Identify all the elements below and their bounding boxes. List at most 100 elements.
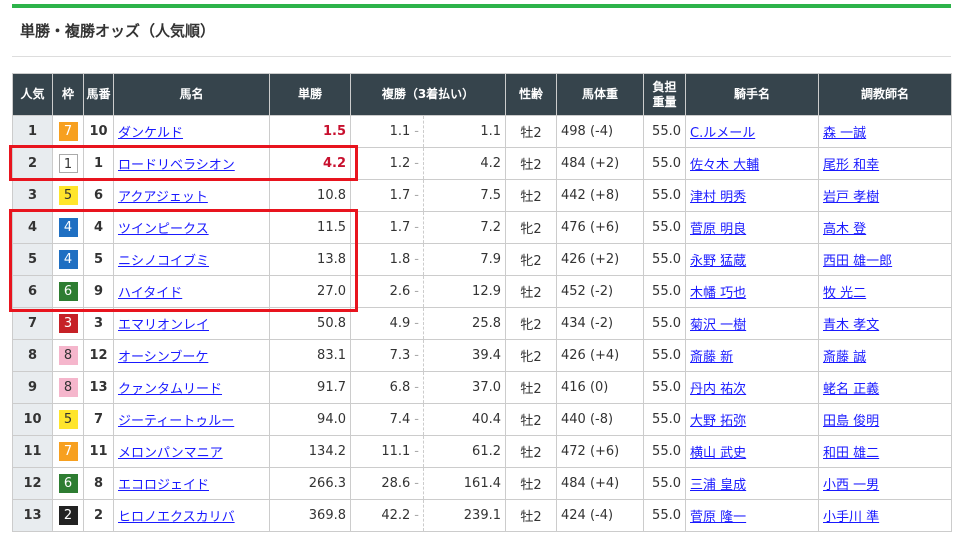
horse-name-link[interactable]: ハイタイド bbox=[118, 286, 183, 301]
jockey-link[interactable]: 丹内 祐次 bbox=[690, 382, 747, 397]
horse-number-cell: 10 bbox=[83, 115, 114, 148]
jockey-link[interactable]: 菅原 明良 bbox=[690, 222, 747, 237]
horse-name-link[interactable]: ダンケルド bbox=[118, 126, 184, 141]
header-burden: 負担重量 bbox=[643, 73, 686, 116]
trainer-link[interactable]: 小手川 準 bbox=[823, 510, 880, 525]
place-min-cell: 6.8- bbox=[350, 371, 424, 404]
jockey-link[interactable]: 津村 明秀 bbox=[690, 190, 747, 205]
horse-number-cell: 8 bbox=[83, 467, 114, 500]
horse-name-link[interactable]: ツインピークス bbox=[118, 222, 209, 237]
trainer-link[interactable]: 高木 登 bbox=[823, 222, 867, 237]
horse-name-cell: エマリオンレイ bbox=[113, 307, 270, 340]
jockey-cell: 菅原 隆一 bbox=[685, 499, 819, 532]
table-row: 8 8 12 オーシンブーケ 83.1 7.3- 39.4 牝2 426 (+4… bbox=[12, 339, 952, 372]
place-max-cell: 39.4 bbox=[423, 339, 506, 372]
trainer-link[interactable]: 森 一誠 bbox=[823, 126, 867, 141]
popularity-cell: 12 bbox=[12, 467, 53, 500]
waku-cell: 6 bbox=[52, 275, 84, 308]
trainer-link[interactable]: 斎藤 誠 bbox=[823, 350, 867, 365]
horse-name-link[interactable]: メロンパンマニア bbox=[118, 446, 223, 461]
place-min-cell: 28.6- bbox=[350, 467, 424, 500]
header-jockey: 騎手名 bbox=[685, 73, 819, 116]
range-dash: - bbox=[414, 348, 419, 363]
trainer-link[interactable]: 西田 雄一郎 bbox=[823, 254, 893, 269]
jockey-link[interactable]: 永野 猛蔵 bbox=[690, 254, 747, 269]
win-odds-cell: 11.5 bbox=[269, 211, 351, 244]
popularity-cell: 9 bbox=[12, 371, 53, 404]
popularity-cell: 4 bbox=[12, 211, 53, 244]
waku-badge: 6 bbox=[58, 474, 78, 493]
place-max-cell: 239.1 bbox=[423, 499, 506, 532]
horse-number-cell: 7 bbox=[83, 403, 114, 436]
trainer-link[interactable]: 牧 光二 bbox=[823, 286, 867, 301]
horse-name-link[interactable]: オーシンブーケ bbox=[118, 350, 209, 365]
header-place: 複勝（3着払い） bbox=[350, 73, 506, 116]
place-min-cell: 7.4- bbox=[350, 403, 424, 436]
header-waku: 枠 bbox=[52, 73, 84, 116]
top-accent-bar bbox=[12, 4, 951, 8]
sexage-cell: 牝2 bbox=[505, 243, 557, 276]
horse-name-cell: メロンパンマニア bbox=[113, 435, 270, 468]
divider bbox=[12, 56, 951, 57]
jockey-cell: 菊沢 一樹 bbox=[685, 307, 819, 340]
horse-name-link[interactable]: クァンタムリード bbox=[118, 382, 223, 397]
header-win: 単勝 bbox=[269, 73, 351, 116]
horse-name-link[interactable]: ニシノコイブミ bbox=[118, 254, 210, 269]
jockey-link[interactable]: 大野 拓弥 bbox=[690, 414, 747, 429]
trainer-link[interactable]: 小西 一男 bbox=[823, 478, 880, 493]
horse-name-cell: クァンタムリード bbox=[113, 371, 270, 404]
range-dash: - bbox=[414, 476, 419, 491]
horse-name-link[interactable]: ヒロノエクスカリバ bbox=[118, 510, 235, 525]
jockey-link[interactable]: 三浦 皇成 bbox=[690, 478, 747, 493]
trainer-link[interactable]: 青木 孝文 bbox=[823, 318, 880, 333]
waku-cell: 2 bbox=[52, 499, 84, 532]
horse-name-cell: オーシンブーケ bbox=[113, 339, 270, 372]
place-min-value: 6.8 bbox=[389, 380, 411, 395]
waku-badge: 2 bbox=[58, 506, 78, 525]
trainer-link[interactable]: 和田 雄二 bbox=[823, 446, 880, 461]
jockey-link[interactable]: 菊沢 一樹 bbox=[690, 318, 747, 333]
horse-number-cell: 2 bbox=[83, 499, 114, 532]
trainer-link[interactable]: 蛯名 正義 bbox=[823, 382, 880, 397]
win-odds-cell: 50.8 bbox=[269, 307, 351, 340]
trainer-cell: 蛯名 正義 bbox=[818, 371, 952, 404]
place-min-cell: 42.2- bbox=[350, 499, 424, 532]
horse-name-link[interactable]: ジーティートゥルー bbox=[118, 414, 235, 429]
table-row: 3 5 6 アクアジェット 10.8 1.7- 7.5 牡2 442 (+8) … bbox=[12, 179, 952, 212]
range-dash: - bbox=[414, 188, 419, 203]
waku-badge: 6 bbox=[58, 282, 78, 301]
horse-name-link[interactable]: エコロジェイド bbox=[118, 478, 210, 493]
horse-name-link[interactable]: アクアジェット bbox=[118, 190, 208, 205]
sexage-cell: 牝2 bbox=[505, 211, 557, 244]
table-row: 7 3 3 エマリオンレイ 50.8 4.9- 25.8 牝2 434 (-2)… bbox=[12, 307, 952, 340]
popularity-cell: 2 bbox=[12, 147, 53, 180]
table-row: 4 4 4 ツインピークス 11.5 1.7- 7.2 牝2 476 (+6) … bbox=[12, 211, 952, 244]
horse-name-link[interactable]: ロードリベラシオン bbox=[118, 158, 235, 173]
jockey-link[interactable]: 斎藤 新 bbox=[690, 350, 734, 365]
burden-cell: 55.0 bbox=[643, 147, 686, 180]
trainer-link[interactable]: 田島 俊明 bbox=[823, 414, 880, 429]
trainer-cell: 小手川 準 bbox=[818, 499, 952, 532]
waku-badge: 4 bbox=[58, 218, 78, 237]
horse-name-link[interactable]: エマリオンレイ bbox=[118, 318, 210, 333]
table-row: 2 1 1 ロードリベラシオン 4.2 1.2- 4.2 牡2 484 (+2)… bbox=[12, 147, 952, 180]
trainer-link[interactable]: 尾形 和幸 bbox=[823, 158, 880, 173]
trainer-link[interactable]: 岩戸 孝樹 bbox=[823, 190, 880, 205]
sexage-cell: 牡2 bbox=[505, 499, 557, 532]
range-dash: - bbox=[414, 156, 419, 171]
place-min-cell: 11.1- bbox=[350, 435, 424, 468]
range-dash: - bbox=[414, 220, 419, 235]
header-burden-label: 負担重量 bbox=[652, 79, 677, 109]
jockey-link[interactable]: 佐々木 大輔 bbox=[690, 158, 760, 173]
burden-cell: 55.0 bbox=[643, 275, 686, 308]
jockey-link[interactable]: 木幡 巧也 bbox=[690, 286, 747, 301]
jockey-link[interactable]: C.ルメール bbox=[690, 126, 756, 141]
jockey-link[interactable]: 横山 武史 bbox=[690, 446, 747, 461]
horse-number-cell: 9 bbox=[83, 275, 114, 308]
jockey-link[interactable]: 菅原 隆一 bbox=[690, 510, 747, 525]
waku-badge: 7 bbox=[58, 122, 78, 141]
place-min-value: 28.6 bbox=[381, 476, 411, 491]
trainer-cell: 森 一誠 bbox=[818, 115, 952, 148]
table-row: 12 6 8 エコロジェイド 266.3 28.6- 161.4 牡2 484 … bbox=[12, 467, 952, 500]
place-min-value: 11.1 bbox=[381, 444, 411, 459]
